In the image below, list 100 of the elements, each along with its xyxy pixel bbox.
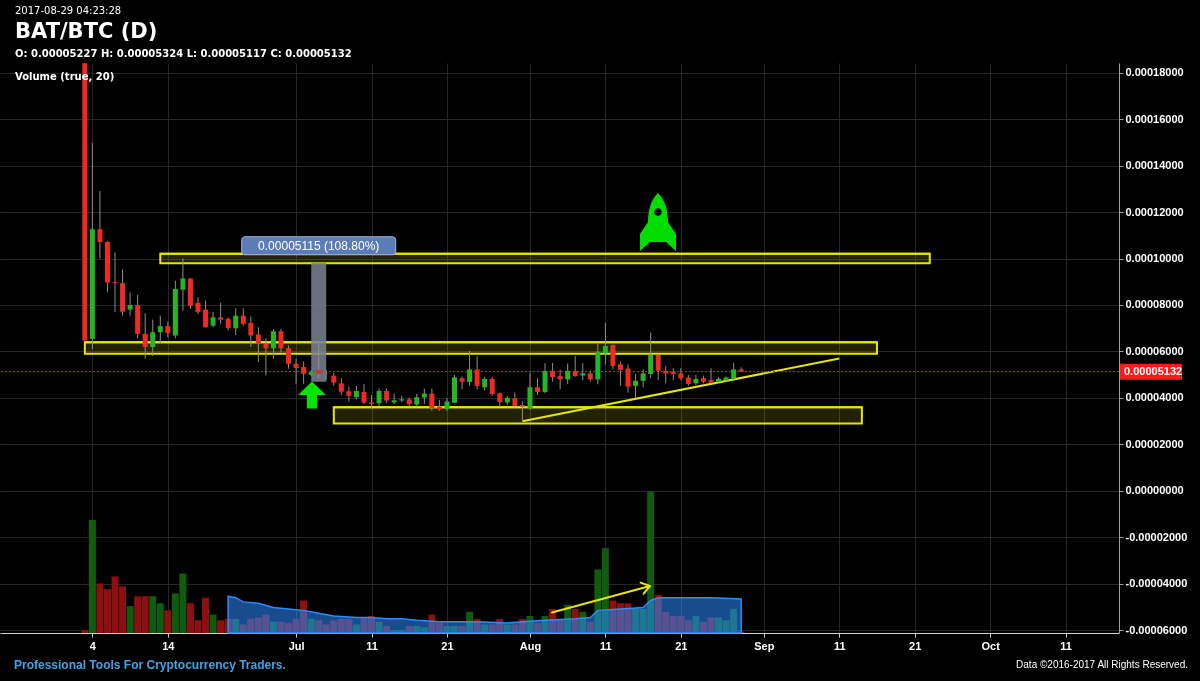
bar xyxy=(164,610,172,633)
candlestick xyxy=(648,332,654,379)
candlestick xyxy=(467,350,473,387)
candlestick xyxy=(633,373,639,399)
chart-title: BAT/BTC (D) xyxy=(15,19,158,43)
candlestick xyxy=(112,251,118,313)
text: Data ©2016-2017 All Rights Reserved. xyxy=(1016,659,1188,670)
bar xyxy=(269,621,277,633)
candlestick xyxy=(157,315,163,344)
x-tick-label: 11 xyxy=(1060,639,1072,652)
bar xyxy=(571,608,579,633)
bar xyxy=(481,624,489,633)
bar xyxy=(405,625,413,633)
x-tick-label: 21 xyxy=(909,639,922,652)
candlestick xyxy=(248,315,254,348)
candlestick xyxy=(610,344,616,370)
x-tick-label: 11 xyxy=(600,639,612,652)
candlestick xyxy=(270,328,276,360)
candlestick xyxy=(519,400,525,421)
candlestick xyxy=(542,362,548,394)
candlestick xyxy=(218,302,224,325)
candlestick xyxy=(127,291,133,317)
ref-line-label: 0.00005132 xyxy=(1124,364,1183,377)
x-tick-label: 14 xyxy=(162,639,176,652)
candlestick xyxy=(625,364,631,394)
candlestick xyxy=(203,300,209,329)
bar xyxy=(564,604,572,633)
y-tick-label: 0.00008000 xyxy=(1125,298,1184,311)
x-tick-label: Sep xyxy=(754,639,775,652)
candlestick xyxy=(286,344,292,370)
x-tick-label: Oct xyxy=(981,639,1001,652)
candlestick xyxy=(617,360,623,387)
candlestick xyxy=(278,328,284,353)
x-tick-label: 21 xyxy=(675,639,688,652)
bar xyxy=(458,625,466,633)
candlestick xyxy=(97,190,103,259)
x-tick-label: 11 xyxy=(833,639,846,652)
candlestick xyxy=(301,360,307,385)
bar xyxy=(526,616,534,633)
x-tick-label: 4 xyxy=(89,639,97,652)
bar xyxy=(466,611,474,633)
text: Professional Tools For Cryptocurrency Traders. xyxy=(14,658,286,672)
candlestick xyxy=(255,326,261,363)
candlestick xyxy=(180,258,186,312)
bar xyxy=(383,625,391,633)
bar xyxy=(586,621,594,633)
candlestick xyxy=(527,372,533,411)
candlestick xyxy=(602,322,608,366)
candlestick xyxy=(550,362,556,383)
candlestick xyxy=(557,369,563,390)
candlestick xyxy=(346,386,352,402)
data-label: 0.00005115 (108.80%) xyxy=(258,238,380,253)
y-tick-label: 0.00014000 xyxy=(1125,159,1184,172)
x-tick-label: 21 xyxy=(441,639,454,652)
x-tick-label: Jul xyxy=(288,639,305,652)
x-tick-label: Aug xyxy=(519,639,542,652)
candlestick xyxy=(474,355,480,390)
candlestick xyxy=(233,307,239,336)
candlestick xyxy=(142,312,148,360)
y-tick-label: -0.00002000 xyxy=(1125,530,1188,543)
candlestick xyxy=(195,296,201,315)
y-tick-label: 0.00012000 xyxy=(1125,205,1184,218)
candlestick xyxy=(150,319,156,357)
bar xyxy=(375,621,383,633)
candlestick xyxy=(489,376,495,397)
y-tick-label: -0.00004000 xyxy=(1125,577,1188,590)
y-tick-label: 0.00010000 xyxy=(1125,252,1184,264)
candlestick xyxy=(376,387,382,408)
candlestick xyxy=(572,355,578,378)
candlestick xyxy=(565,362,571,385)
y-tick-label: 0.00000000 xyxy=(1125,484,1184,497)
bar xyxy=(534,623,541,633)
y-tick-label: 0.00006000 xyxy=(1125,344,1184,357)
chart-subtitle: O: 0.00005227 H: 0.00005324 L: 0.00005117 C: 0.00005132 xyxy=(15,48,352,59)
candlestick xyxy=(316,342,322,379)
candlestick xyxy=(293,358,299,385)
y-tick-label: 0.00004000 xyxy=(1125,391,1184,404)
y-tick-label: 0.00018000 xyxy=(1125,66,1184,79)
candlestick xyxy=(640,368,646,388)
y-tick-label: 0.00016000 xyxy=(1125,112,1184,125)
candlestick xyxy=(263,337,269,376)
y-tick-label: 0.00002000 xyxy=(1125,437,1184,450)
bar xyxy=(541,616,549,633)
y-tick-label: -0.00006000 xyxy=(1125,623,1188,636)
candlestick xyxy=(459,376,465,390)
bar xyxy=(88,519,96,633)
candlestick xyxy=(708,367,714,384)
candlestick xyxy=(655,353,661,381)
bar xyxy=(232,618,240,633)
candlestick xyxy=(361,383,367,405)
bar xyxy=(503,624,511,633)
candlestick xyxy=(693,374,699,386)
bar xyxy=(579,611,587,633)
bar xyxy=(209,614,217,633)
bar xyxy=(692,616,700,633)
bar xyxy=(126,606,134,633)
bar xyxy=(352,624,360,633)
x-tick-label: 11 xyxy=(366,639,378,652)
bar xyxy=(81,630,89,633)
candlestick xyxy=(429,388,435,412)
